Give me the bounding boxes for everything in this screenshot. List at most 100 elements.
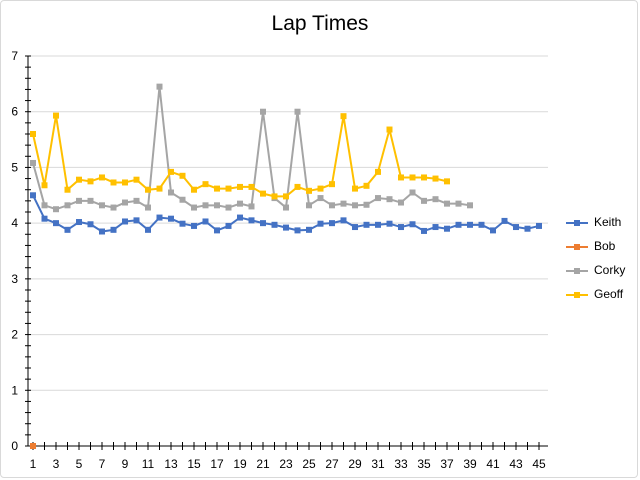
data-point-geoff	[352, 185, 358, 192]
data-point-geoff	[214, 185, 220, 192]
data-point-corky	[260, 108, 266, 115]
x-tick-label: 43	[509, 457, 523, 471]
data-point-corky	[122, 199, 128, 206]
data-point-corky	[340, 200, 347, 207]
y-tick-label: 7	[11, 49, 18, 63]
series-bob	[30, 443, 36, 449]
x-tick-label: 17	[210, 457, 224, 471]
y-tick-label: 5	[11, 160, 18, 174]
data-point-corky	[214, 202, 220, 209]
data-point-keith	[363, 221, 370, 228]
x-tick-label: 5	[76, 457, 83, 471]
data-point-keith	[202, 218, 209, 225]
x-tick-label: 3	[53, 457, 60, 471]
data-point-keith	[398, 224, 404, 231]
data-point-keith	[271, 221, 278, 228]
data-point-corky	[179, 196, 186, 203]
data-point-geoff	[225, 185, 232, 192]
series-geoff	[30, 112, 450, 200]
y-tick-label: 6	[11, 105, 18, 119]
data-point-corky	[444, 200, 450, 207]
data-point-keith	[248, 217, 255, 224]
data-point-geoff	[122, 179, 128, 186]
series-corky	[30, 83, 473, 213]
data-point-keith	[145, 226, 151, 233]
data-point-corky	[386, 196, 393, 203]
data-point-geoff	[306, 187, 312, 194]
data-point-keith	[110, 226, 117, 233]
x-tick-label: 25	[302, 457, 316, 471]
data-point-keith	[501, 217, 508, 224]
x-tick-label: 13	[164, 457, 178, 471]
data-point-geoff	[168, 168, 174, 175]
x-tick-label: 41	[486, 457, 500, 471]
data-point-geoff	[271, 193, 278, 200]
data-point-geoff	[386, 126, 393, 133]
data-point-keith	[536, 222, 542, 229]
data-point-geoff	[179, 172, 186, 179]
data-point-corky	[64, 202, 71, 209]
series-lines	[30, 83, 542, 449]
data-point-corky	[110, 204, 117, 211]
data-point-corky	[225, 204, 232, 211]
data-point-geoff	[110, 179, 117, 186]
data-point-geoff	[41, 182, 48, 189]
data-point-keith	[168, 215, 174, 222]
data-point-keith	[409, 221, 416, 228]
data-point-corky	[352, 202, 358, 209]
data-point-geoff	[145, 186, 151, 193]
data-point-corky	[99, 202, 105, 209]
data-point-keith	[490, 227, 496, 234]
legend-item-corky: Corky	[564, 262, 640, 286]
data-point-corky	[133, 197, 140, 204]
data-point-keith	[76, 219, 82, 226]
data-point-corky	[156, 83, 163, 90]
data-point-keith	[421, 227, 427, 234]
x-tick-label: 23	[279, 457, 293, 471]
data-point-keith	[237, 214, 243, 221]
data-point-corky	[53, 206, 59, 213]
data-point-geoff	[283, 193, 289, 200]
x-tick-label: 7	[99, 457, 106, 471]
data-point-geoff	[87, 178, 94, 185]
data-point-keith	[317, 220, 324, 227]
data-point-keith	[513, 224, 519, 231]
data-point-corky	[398, 199, 404, 206]
x-tick-label: 29	[348, 457, 362, 471]
y-tick-label: 4	[11, 216, 18, 230]
series-keith	[30, 192, 542, 235]
x-tick-label: 27	[325, 457, 339, 471]
data-point-geoff	[294, 183, 301, 190]
data-point-geoff	[398, 174, 404, 181]
data-point-geoff	[375, 168, 381, 175]
x-tick-label: 35	[417, 457, 431, 471]
data-point-keith	[87, 221, 94, 228]
data-point-geoff	[30, 131, 36, 137]
data-point-keith	[53, 220, 59, 227]
data-point-keith	[340, 217, 347, 224]
data-point-geoff	[421, 174, 427, 181]
x-tick-label: 9	[122, 457, 129, 471]
data-point-geoff	[76, 176, 82, 183]
data-point-keith	[306, 226, 312, 233]
data-point-corky	[421, 197, 427, 204]
data-point-bob	[30, 443, 36, 449]
data-point-corky	[409, 189, 416, 196]
data-point-keith	[432, 224, 439, 231]
y-tick-label: 0	[11, 439, 18, 453]
data-point-keith	[467, 221, 473, 228]
data-point-corky	[145, 204, 151, 211]
data-point-corky	[283, 204, 289, 211]
data-point-keith	[225, 222, 232, 229]
y-tick-label: 3	[11, 272, 18, 286]
axes	[25, 55, 548, 450]
legend-item-bob: Bob	[564, 238, 640, 262]
data-point-geoff	[53, 112, 59, 119]
legend-label: Bob	[594, 239, 616, 253]
y-tick-label: 1	[11, 383, 18, 397]
data-point-corky	[432, 196, 439, 203]
data-point-keith	[260, 220, 266, 227]
y-tick-label: 2	[11, 328, 18, 342]
